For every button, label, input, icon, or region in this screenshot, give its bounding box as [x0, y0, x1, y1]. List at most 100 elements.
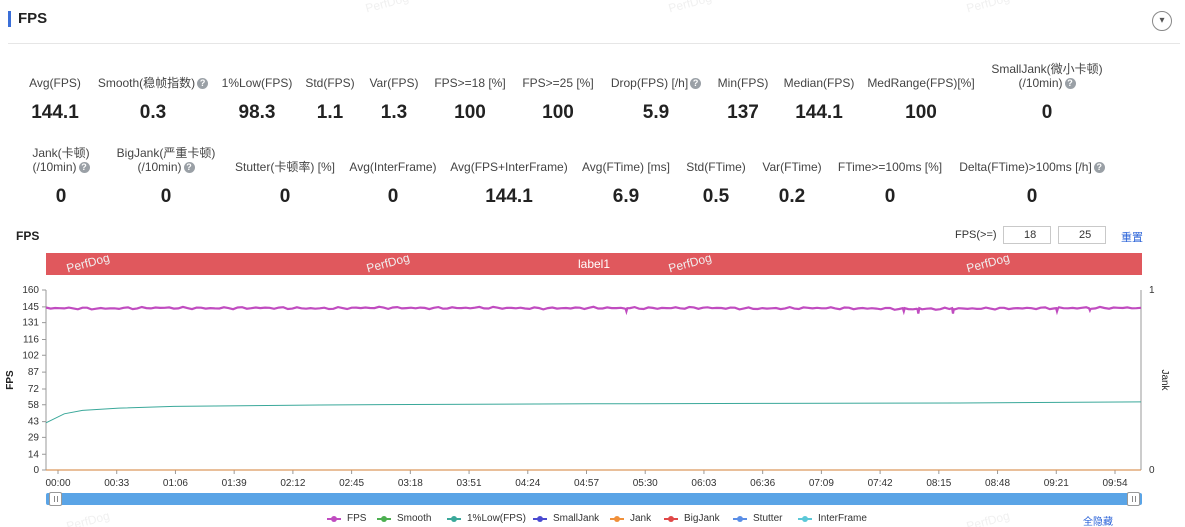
y-tick-label: 58 [28, 400, 40, 411]
legend-swatch-icon [798, 516, 812, 522]
y-tick-label: 131 [22, 318, 39, 329]
metric-1: Smooth(稳帧指数)? 0.3 [78, 76, 228, 123]
metric-label: FPS>=18 [%] [434, 76, 506, 90]
hide-all-button[interactable]: 全隐藏 [1083, 517, 1113, 527]
metric-value: 1.3 [380, 102, 408, 123]
metric-label: Stutter(卡顿率) [%] [234, 160, 335, 174]
legend-label: Smooth [397, 513, 432, 524]
fps-chart[interactable]: 0 14 29 43 58 72 87 102 116 131 145 160 0 1 FPS Jank 00:… [0, 280, 1185, 490]
y-axis-label: FPS [5, 370, 16, 390]
legend-label: Stutter [753, 513, 783, 524]
x-tick-label: 05:30 [633, 478, 658, 489]
metric-label: Median(FPS) [783, 76, 855, 90]
section-header: FPS ▾ [8, 8, 1180, 44]
metric-label: Avg(FPS+InterFrame) [450, 160, 568, 174]
chevron-down-icon[interactable]: ▾ [1152, 11, 1172, 31]
metric-label: Std(FTime) [686, 160, 746, 174]
metric-label: Smooth(稳帧指数)? [78, 76, 228, 90]
metric-6: Std(FTime) 0.5 [641, 160, 791, 207]
legend-swatch-icon [327, 516, 341, 522]
threshold-25-input[interactable] [1058, 226, 1106, 244]
x-tick-label: 03:18 [398, 478, 423, 489]
metric-0: Avg(FPS) 144.1 [0, 76, 130, 123]
y-tick-label: 160 [22, 285, 39, 296]
help-icon[interactable]: ? [690, 78, 702, 89]
metric-value: 0.5 [702, 186, 730, 207]
fps-series-line [45, 305, 1142, 316]
y-tick-label: 14 [28, 449, 40, 460]
x-tick-label: 09:21 [1044, 478, 1069, 489]
metric-9: Median(FPS) 144.1 [744, 76, 894, 123]
reset-button[interactable]: 重置 [1121, 232, 1143, 244]
x-tick-label: 02:45 [339, 478, 364, 489]
legend-swatch-icon [664, 516, 678, 522]
metric-2: Stutter(卡顿率) [%] 0 [210, 160, 360, 207]
legend-label: InterFrame [818, 513, 867, 524]
metric-value: 0 [160, 186, 172, 207]
metric-value: 0.3 [139, 102, 167, 123]
threshold-label: FPS(>=) [955, 229, 997, 241]
label-band[interactable]: label1 [46, 253, 1142, 275]
legend-label: Jank [630, 513, 652, 524]
y2-tick-label: 0 [1149, 465, 1155, 476]
x-tick-label: 00:33 [104, 478, 129, 489]
y2-axis-label: Jank [1159, 369, 1170, 391]
x-tick-label: 00:00 [45, 478, 70, 489]
legend-swatch-icon [377, 516, 391, 522]
help-icon[interactable]: ? [1064, 78, 1076, 89]
legend-label: BigJank [684, 513, 720, 524]
metric-label-unit: (/10min)? [0, 160, 136, 174]
help-icon[interactable]: ? [1093, 162, 1105, 173]
metric-8: FTime>=100ms [%] 0 [815, 160, 965, 207]
x-tick-label: 07:42 [868, 478, 893, 489]
metric-value: 100 [905, 102, 937, 123]
time-range-scrollbar[interactable] [46, 493, 1142, 505]
x-tick-label: 06:36 [750, 478, 775, 489]
metric-label: FPS>=25 [%] [522, 76, 594, 90]
x-tick-label: 04:24 [515, 478, 540, 489]
x-tick-label: 08:48 [985, 478, 1010, 489]
legend-label: FPS [347, 513, 367, 524]
metric-value: 98.3 [238, 102, 276, 123]
metric-value: 6.9 [612, 186, 640, 207]
threshold-18-input[interactable] [1003, 226, 1051, 244]
watermark: PerfDog [964, 508, 1012, 527]
legend-swatch-icon [533, 516, 547, 522]
legend-label: SmallJank [553, 513, 600, 524]
low1-series-line [45, 401, 1142, 424]
y-tick-label: 102 [22, 350, 39, 361]
metric-label: Avg(InterFrame) [349, 160, 437, 174]
metric-7: Var(FTime) 0.2 [717, 160, 867, 207]
scroll-handle-right[interactable] [1127, 492, 1140, 506]
y-tick-label: 29 [28, 432, 40, 443]
metric-9: Delta(FTime)>100ms [/h]? 0 [957, 160, 1107, 207]
metric-value: 144.1 [485, 186, 533, 207]
metric-5: Avg(FTime) [ms] 6.9 [551, 160, 701, 207]
metric-value: 0 [387, 186, 399, 207]
metric-3: Avg(InterFrame) 0 [318, 160, 468, 207]
x-tick-label: 09:54 [1102, 478, 1127, 489]
metric-value: 0 [279, 186, 291, 207]
metric-3: Std(FPS) 1.1 [255, 76, 405, 123]
legend-swatch-icon [733, 516, 747, 522]
y-tick-label: 87 [28, 367, 40, 378]
y2-tick-label: 1 [1149, 285, 1155, 296]
metric-label: Min(FPS) [717, 76, 769, 90]
metric-label: BigJank(严重卡顿) [116, 146, 216, 160]
legend-label: 1%Low(FPS) [467, 513, 526, 524]
metric-label: FTime>=100ms [%] [837, 160, 943, 174]
x-tick-label: 07:09 [809, 478, 834, 489]
accent-bar [8, 11, 11, 27]
scroll-handle-left[interactable] [49, 492, 62, 506]
legend-swatch-icon [610, 516, 624, 522]
y-tick-label: 0 [33, 465, 39, 476]
x-tick-label: 01:06 [163, 478, 188, 489]
help-icon[interactable]: ? [197, 78, 209, 89]
y-tick-label: 145 [22, 302, 39, 313]
metric-label-unit: (/10min)? [91, 160, 241, 174]
help-icon[interactable]: ? [78, 162, 90, 173]
metric-value: 0 [884, 186, 896, 207]
y-tick-label: 116 [23, 335, 39, 346]
help-icon[interactable]: ? [183, 162, 195, 173]
metric-4: Avg(FPS+InterFrame) 144.1 [434, 160, 584, 207]
